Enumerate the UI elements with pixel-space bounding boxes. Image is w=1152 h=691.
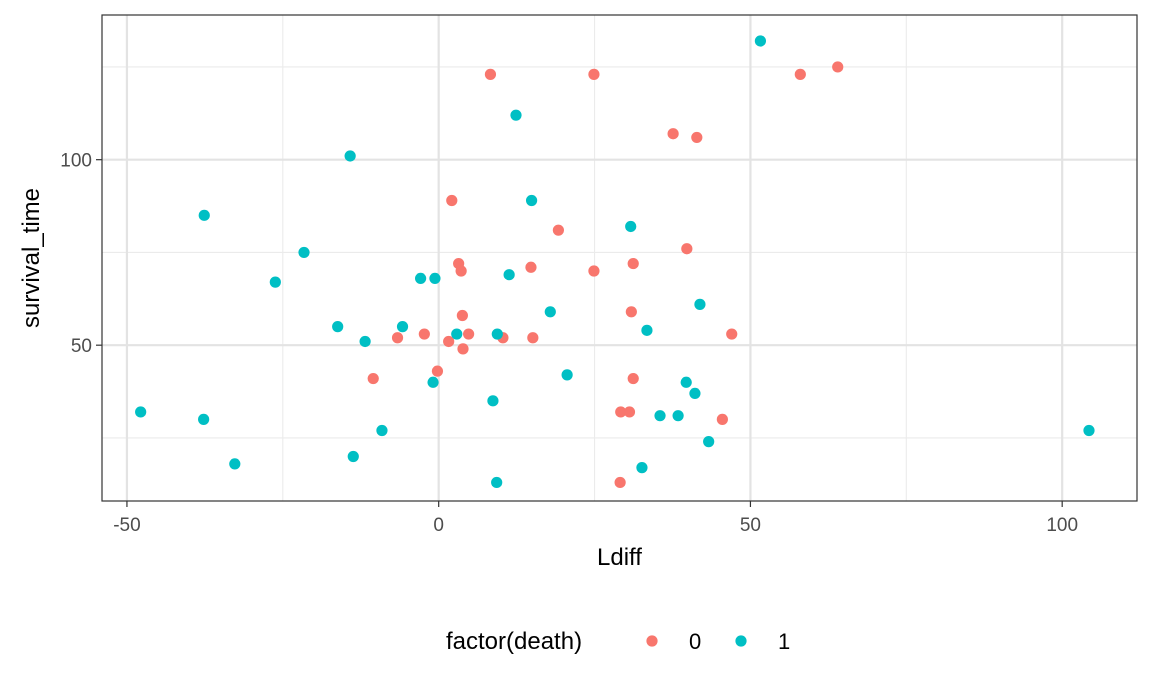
data-point-death-1 [561, 369, 573, 381]
data-point-death-1 [376, 424, 388, 437]
x-axis-title: Ldiff [597, 544, 642, 571]
y-axis-title: survival_time [18, 188, 45, 328]
data-point-death-1 [396, 321, 409, 333]
data-point-death-0 [716, 413, 728, 425]
data-point-death-0 [552, 224, 564, 236]
data-point-death-0 [527, 332, 539, 344]
x-tick-label: 50 [740, 515, 761, 536]
data-point-death-0 [525, 261, 537, 273]
y-axis-ticks: 50 100 [60, 151, 102, 357]
data-point-death-1 [344, 150, 356, 162]
data-point-death-1 [269, 276, 281, 288]
data-point-death-0 [614, 476, 626, 489]
data-point-death-0 [446, 194, 458, 207]
data-point-death-1 [689, 387, 701, 400]
panel-border [101, 14, 1138, 502]
data-point-death-0 [627, 257, 639, 270]
legend-key-1 [735, 635, 747, 647]
data-point-death-1 [332, 321, 344, 333]
data-point-death-1 [625, 220, 637, 233]
data-point-death-0 [484, 68, 497, 80]
data-point-death-1 [703, 436, 715, 448]
data-point-death-0 [456, 309, 468, 322]
data-point-death-0 [625, 306, 637, 318]
data-point-death-1 [359, 335, 371, 348]
y-tick-label: 100 [60, 151, 92, 172]
data-point-death-0 [457, 343, 469, 355]
data-point-death-1 [198, 413, 210, 425]
data-point-death-0 [418, 328, 430, 340]
data-point-death-1 [487, 395, 499, 407]
data-point-death-1 [451, 328, 463, 340]
data-point-death-0 [391, 332, 404, 344]
data-point-death-0 [681, 243, 693, 255]
data-point-death-1 [544, 306, 556, 318]
data-point-death-1 [503, 269, 515, 281]
legend: factor(death) 0 1 [446, 628, 790, 655]
panel-background [102, 15, 1137, 501]
data-point-death-0 [623, 406, 636, 418]
legend-title: factor(death) [446, 628, 582, 655]
data-point-death-1 [491, 476, 503, 489]
data-point-death-1 [347, 450, 359, 463]
data-point-death-0 [431, 365, 444, 377]
data-point-death-0 [615, 406, 627, 418]
data-point-death-1 [641, 324, 653, 336]
data-point-death-0 [627, 372, 639, 385]
data-point-death-1 [1083, 424, 1095, 437]
legend-key-0 [646, 635, 658, 647]
data-point-death-1 [754, 35, 767, 47]
data-point-death-1 [298, 246, 310, 259]
data-point-death-1 [198, 209, 210, 221]
y-tick-label: 50 [71, 336, 92, 357]
data-point-death-0 [367, 372, 379, 385]
data-point-death-0 [463, 328, 475, 340]
data-point-death-0 [455, 265, 467, 277]
data-point-death-1 [427, 376, 439, 388]
data-point-death-1 [636, 462, 648, 474]
x-tick-label: -50 [113, 515, 140, 536]
x-axis-ticks: -50 0 50 100 [113, 501, 1078, 536]
data-point-death-0 [588, 265, 600, 277]
x-tick-label: 100 [1046, 515, 1078, 536]
data-point-death-1 [491, 328, 503, 340]
data-point-death-1 [525, 194, 538, 207]
data-point-death-1 [654, 410, 666, 422]
data-points [135, 35, 1095, 489]
minor-grid [102, 15, 1137, 501]
data-point-death-0 [832, 61, 844, 73]
legend-label-1: 1 [778, 629, 790, 654]
data-point-death-1 [680, 376, 692, 388]
data-point-death-1 [135, 406, 147, 418]
data-point-death-1 [415, 272, 427, 285]
data-point-death-0 [588, 68, 600, 80]
data-point-death-0 [794, 68, 806, 80]
data-point-death-1 [429, 272, 441, 285]
data-point-death-1 [672, 410, 684, 422]
x-tick-label: 0 [433, 515, 444, 536]
data-point-death-0 [691, 131, 703, 144]
data-point-death-0 [667, 128, 679, 140]
data-point-death-1 [510, 109, 522, 121]
data-point-death-1 [694, 298, 706, 310]
data-point-death-1 [229, 458, 241, 470]
data-point-death-0 [443, 335, 455, 348]
major-grid [102, 15, 1137, 501]
legend-label-0: 0 [689, 629, 701, 654]
data-point-death-0 [726, 328, 738, 340]
